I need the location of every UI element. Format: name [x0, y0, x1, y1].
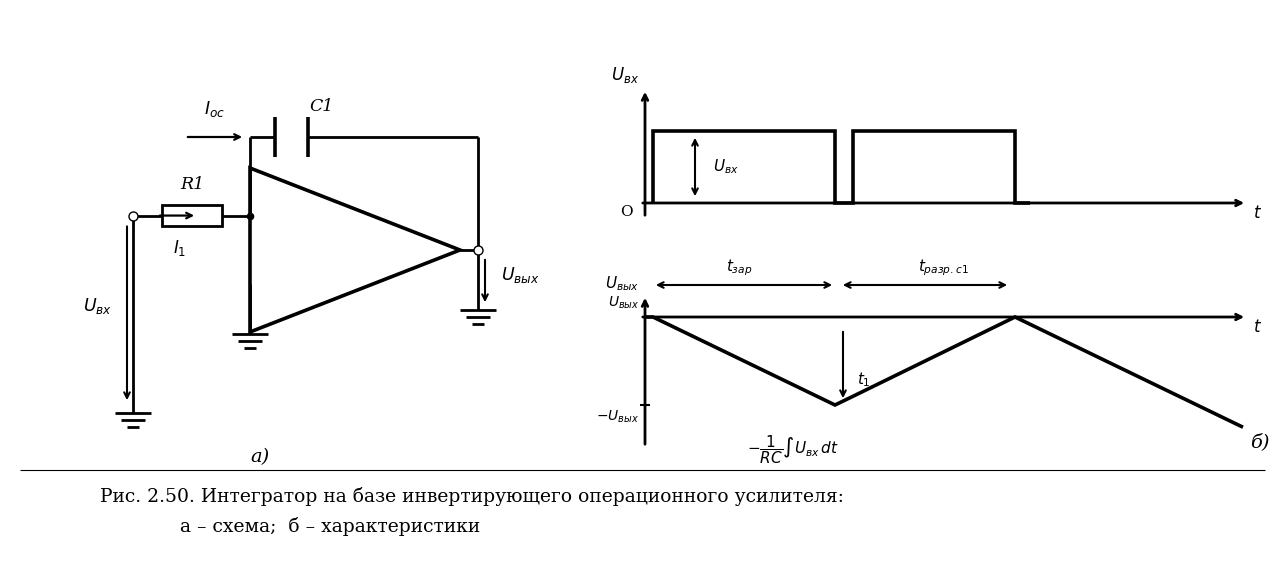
Text: R1: R1	[180, 175, 204, 193]
Text: $U_{вых}$: $U_{вых}$	[605, 274, 639, 293]
Text: $t_{разр.с1}$: $t_{разр.с1}$	[917, 258, 969, 278]
Text: $t$: $t$	[1253, 205, 1262, 221]
Text: $-\dfrac{1}{RC}\int U_{вх}\,dt$: $-\dfrac{1}{RC}\int U_{вх}\,dt$	[747, 433, 839, 466]
Text: $U_{вх}$: $U_{вх}$	[84, 296, 113, 316]
Text: Рис. 2.50. Интегратор на базе инвертирующего операционного усилителя:: Рис. 2.50. Интегратор на базе инвертирую…	[100, 488, 844, 507]
Text: $-U_{вых}$: $-U_{вых}$	[596, 409, 639, 426]
Text: $U_{вх}$: $U_{вх}$	[610, 65, 639, 85]
Bar	[162, 205, 222, 226]
Text: O: O	[621, 205, 634, 219]
Text: $I_1$: $I_1$	[173, 237, 186, 258]
Text: а): а)	[251, 448, 270, 466]
Text: $U_{вых}$: $U_{вых}$	[608, 294, 639, 311]
Text: а – схема;  б – характеристики: а – схема; б – характеристики	[180, 518, 481, 536]
Text: $U_{вых}$: $U_{вых}$	[501, 265, 540, 285]
Text: $t$: $t$	[1253, 319, 1262, 335]
Text: C1: C1	[310, 98, 334, 115]
Text: б): б)	[1250, 433, 1270, 451]
Text: $t_1$: $t_1$	[857, 371, 871, 389]
Text: $I_{oc}$: $I_{oc}$	[204, 99, 226, 119]
Text: $t_{зар}$: $t_{зар}$	[726, 258, 752, 278]
Text: $U_{вх}$: $U_{вх}$	[713, 158, 739, 177]
